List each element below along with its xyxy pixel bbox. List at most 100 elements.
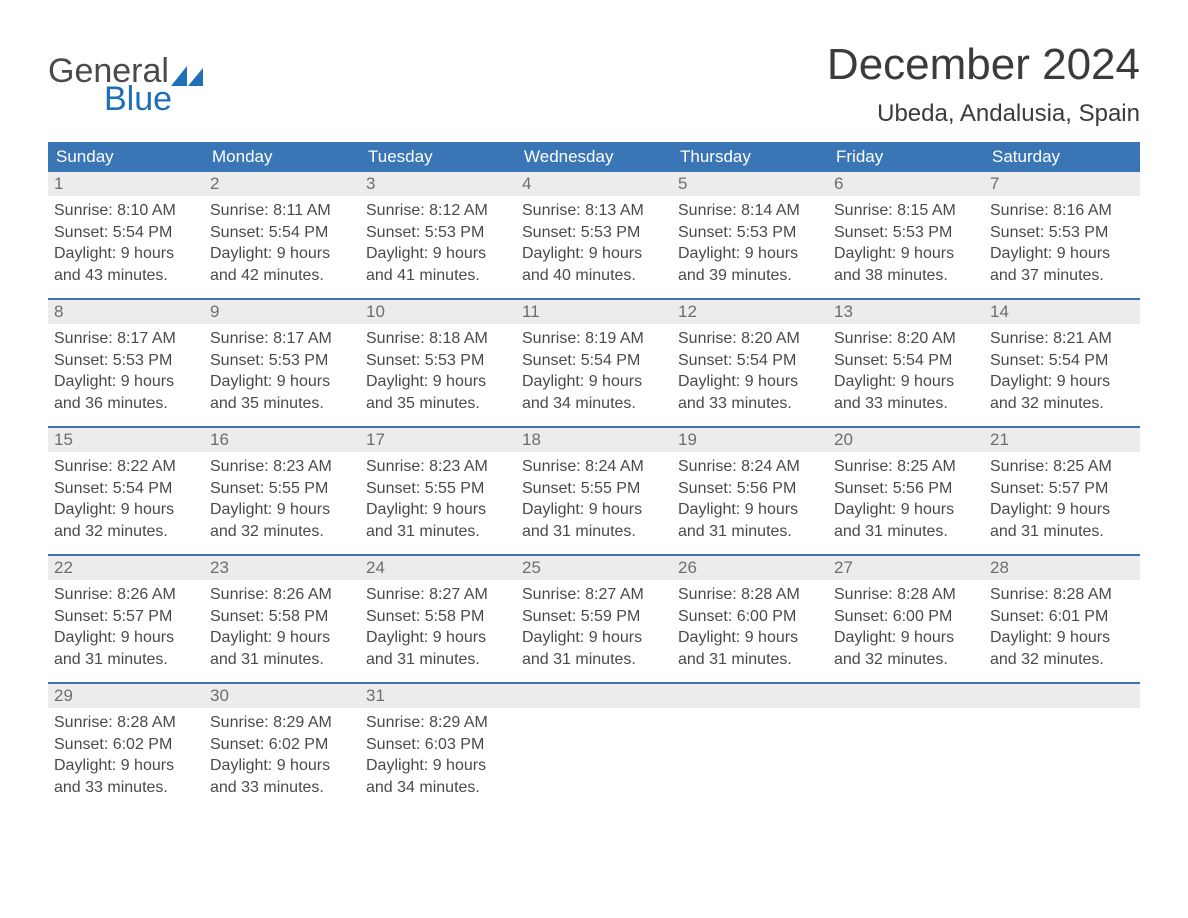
day-details: Sunrise: 8:29 AMSunset: 6:02 PMDaylight:… [204, 708, 360, 802]
day-details: Sunrise: 8:29 AMSunset: 6:03 PMDaylight:… [360, 708, 516, 802]
calendar-cell-empty [672, 684, 828, 810]
daylight2-text: and 31 minutes. [990, 521, 1134, 543]
calendar-cell: 20Sunrise: 8:25 AMSunset: 5:56 PMDayligh… [828, 428, 984, 554]
sunrise-text: Sunrise: 8:15 AM [834, 200, 978, 222]
sunset-text: Sunset: 6:01 PM [990, 606, 1134, 628]
day-details: Sunrise: 8:23 AMSunset: 5:55 PMDaylight:… [360, 452, 516, 546]
day-number: 25 [516, 556, 672, 580]
calendar-cell-empty [984, 684, 1140, 810]
calendar-cell-empty [828, 684, 984, 810]
calendar-cell: 26Sunrise: 8:28 AMSunset: 6:00 PMDayligh… [672, 556, 828, 682]
sunrise-text: Sunrise: 8:28 AM [990, 584, 1134, 606]
weekday-header: Wednesday [516, 147, 672, 167]
calendar-cell: 28Sunrise: 8:28 AMSunset: 6:01 PMDayligh… [984, 556, 1140, 682]
sunrise-text: Sunrise: 8:25 AM [834, 456, 978, 478]
week-row: 29Sunrise: 8:28 AMSunset: 6:02 PMDayligh… [48, 682, 1140, 810]
calendar-cell: 8Sunrise: 8:17 AMSunset: 5:53 PMDaylight… [48, 300, 204, 426]
daylight2-text: and 33 minutes. [210, 777, 354, 799]
sunrise-text: Sunrise: 8:22 AM [54, 456, 198, 478]
sunset-text: Sunset: 5:53 PM [366, 350, 510, 372]
day-number-empty [984, 684, 1140, 708]
sunset-text: Sunset: 5:54 PM [990, 350, 1134, 372]
daylight2-text: and 32 minutes. [210, 521, 354, 543]
day-number: 28 [984, 556, 1140, 580]
daylight1-text: Daylight: 9 hours [678, 627, 822, 649]
daylight2-text: and 31 minutes. [54, 649, 198, 671]
sunset-text: Sunset: 5:54 PM [54, 478, 198, 500]
calendar-cell: 9Sunrise: 8:17 AMSunset: 5:53 PMDaylight… [204, 300, 360, 426]
logo-flag-icon [171, 64, 205, 88]
calendar-cell: 15Sunrise: 8:22 AMSunset: 5:54 PMDayligh… [48, 428, 204, 554]
daylight2-text: and 31 minutes. [834, 521, 978, 543]
day-details: Sunrise: 8:12 AMSunset: 5:53 PMDaylight:… [360, 196, 516, 290]
sunrise-text: Sunrise: 8:23 AM [210, 456, 354, 478]
day-details: Sunrise: 8:28 AMSunset: 6:01 PMDaylight:… [984, 580, 1140, 674]
sunset-text: Sunset: 5:54 PM [678, 350, 822, 372]
day-details: Sunrise: 8:16 AMSunset: 5:53 PMDaylight:… [984, 196, 1140, 290]
daylight1-text: Daylight: 9 hours [522, 499, 666, 521]
daylight2-text: and 34 minutes. [366, 777, 510, 799]
sunrise-text: Sunrise: 8:17 AM [210, 328, 354, 350]
day-details: Sunrise: 8:28 AMSunset: 6:02 PMDaylight:… [48, 708, 204, 802]
day-details: Sunrise: 8:23 AMSunset: 5:55 PMDaylight:… [204, 452, 360, 546]
daylight1-text: Daylight: 9 hours [678, 371, 822, 393]
sunrise-text: Sunrise: 8:10 AM [54, 200, 198, 222]
calendar-cell: 2Sunrise: 8:11 AMSunset: 5:54 PMDaylight… [204, 172, 360, 298]
day-details: Sunrise: 8:24 AMSunset: 5:56 PMDaylight:… [672, 452, 828, 546]
daylight1-text: Daylight: 9 hours [366, 627, 510, 649]
day-details: Sunrise: 8:19 AMSunset: 5:54 PMDaylight:… [516, 324, 672, 418]
calendar-cell: 16Sunrise: 8:23 AMSunset: 5:55 PMDayligh… [204, 428, 360, 554]
day-number: 1 [48, 172, 204, 196]
calendar-cell: 18Sunrise: 8:24 AMSunset: 5:55 PMDayligh… [516, 428, 672, 554]
daylight2-text: and 41 minutes. [366, 265, 510, 287]
daylight2-text: and 42 minutes. [210, 265, 354, 287]
sunset-text: Sunset: 5:55 PM [366, 478, 510, 500]
day-number-empty [828, 684, 984, 708]
sunset-text: Sunset: 5:54 PM [522, 350, 666, 372]
daylight2-text: and 36 minutes. [54, 393, 198, 415]
day-details: Sunrise: 8:28 AMSunset: 6:00 PMDaylight:… [828, 580, 984, 674]
day-number: 22 [48, 556, 204, 580]
sunrise-text: Sunrise: 8:29 AM [210, 712, 354, 734]
sunset-text: Sunset: 5:55 PM [522, 478, 666, 500]
calendar-cell: 25Sunrise: 8:27 AMSunset: 5:59 PMDayligh… [516, 556, 672, 682]
daylight2-text: and 31 minutes. [210, 649, 354, 671]
sunrise-text: Sunrise: 8:27 AM [522, 584, 666, 606]
daylight1-text: Daylight: 9 hours [54, 499, 198, 521]
day-number: 17 [360, 428, 516, 452]
sunset-text: Sunset: 5:54 PM [210, 222, 354, 244]
weekday-header: Saturday [984, 147, 1140, 167]
day-number: 3 [360, 172, 516, 196]
sunset-text: Sunset: 5:53 PM [834, 222, 978, 244]
daylight1-text: Daylight: 9 hours [990, 371, 1134, 393]
sunset-text: Sunset: 5:54 PM [54, 222, 198, 244]
weekday-header: Friday [828, 147, 984, 167]
daylight2-text: and 32 minutes. [54, 521, 198, 543]
daylight1-text: Daylight: 9 hours [522, 243, 666, 265]
daylight1-text: Daylight: 9 hours [522, 371, 666, 393]
day-number: 13 [828, 300, 984, 324]
daylight2-text: and 32 minutes. [990, 393, 1134, 415]
daylight1-text: Daylight: 9 hours [522, 627, 666, 649]
calendar-cell: 22Sunrise: 8:26 AMSunset: 5:57 PMDayligh… [48, 556, 204, 682]
daylight1-text: Daylight: 9 hours [990, 499, 1134, 521]
sunrise-text: Sunrise: 8:16 AM [990, 200, 1134, 222]
calendar-cell: 17Sunrise: 8:23 AMSunset: 5:55 PMDayligh… [360, 428, 516, 554]
daylight1-text: Daylight: 9 hours [54, 755, 198, 777]
day-details: Sunrise: 8:10 AMSunset: 5:54 PMDaylight:… [48, 196, 204, 290]
sunrise-text: Sunrise: 8:11 AM [210, 200, 354, 222]
calendar-cell: 11Sunrise: 8:19 AMSunset: 5:54 PMDayligh… [516, 300, 672, 426]
sunset-text: Sunset: 5:53 PM [522, 222, 666, 244]
day-details: Sunrise: 8:20 AMSunset: 5:54 PMDaylight:… [672, 324, 828, 418]
daylight2-text: and 31 minutes. [366, 649, 510, 671]
sunrise-text: Sunrise: 8:13 AM [522, 200, 666, 222]
sunrise-text: Sunrise: 8:14 AM [678, 200, 822, 222]
day-details: Sunrise: 8:22 AMSunset: 5:54 PMDaylight:… [48, 452, 204, 546]
sunset-text: Sunset: 6:00 PM [834, 606, 978, 628]
calendar-cell: 13Sunrise: 8:20 AMSunset: 5:54 PMDayligh… [828, 300, 984, 426]
sunset-text: Sunset: 5:53 PM [678, 222, 822, 244]
day-number: 14 [984, 300, 1140, 324]
daylight2-text: and 40 minutes. [522, 265, 666, 287]
calendar-cell: 6Sunrise: 8:15 AMSunset: 5:53 PMDaylight… [828, 172, 984, 298]
daylight1-text: Daylight: 9 hours [54, 627, 198, 649]
